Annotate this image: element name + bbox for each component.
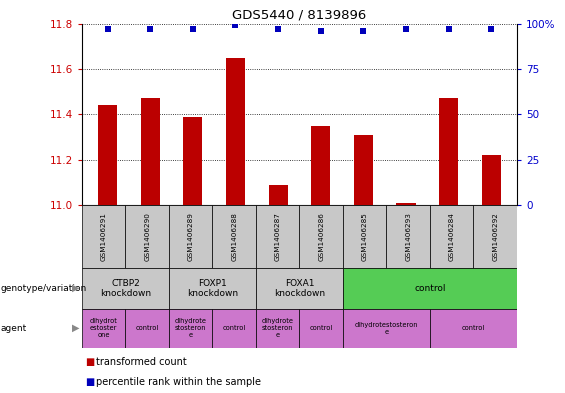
Text: GSM1406291: GSM1406291 [101,212,107,261]
Text: GSM1406285: GSM1406285 [362,212,368,261]
Text: dihydrot
estoster
one: dihydrot estoster one [90,318,118,338]
Bar [82,205,125,268]
Bar [299,309,343,348]
Point [103,26,112,32]
Bar [397,203,416,205]
Bar [125,309,169,348]
Bar [82,268,169,309]
Text: control: control [136,325,159,331]
Text: GSM1406293: GSM1406293 [405,212,411,261]
Title: GDS5440 / 8139896: GDS5440 / 8139896 [232,8,367,21]
Bar [343,309,430,348]
Text: control: control [310,325,333,331]
Bar [212,309,256,348]
Bar [169,268,256,309]
Text: control: control [462,325,485,331]
Point [487,26,496,32]
Bar [386,205,430,268]
Text: percentile rank within the sample: percentile rank within the sample [96,377,261,387]
Text: FOXA1
knockdown: FOXA1 knockdown [274,279,325,298]
Text: genotype/variation: genotype/variation [1,284,87,293]
Bar [226,58,245,205]
Bar [430,205,473,268]
Bar [473,205,517,268]
Bar [169,205,212,268]
Text: FOXP1
knockdown: FOXP1 knockdown [187,279,238,298]
Point [231,22,240,29]
Text: GSM1406284: GSM1406284 [449,212,455,261]
Text: agent: agent [1,324,27,332]
Text: GSM1406289: GSM1406289 [188,212,194,261]
Text: GSM1406292: GSM1406292 [492,212,498,261]
Bar [256,309,299,348]
Bar [256,205,299,268]
Text: control: control [414,284,446,293]
Text: dihydrote
stosteron
e: dihydrote stosteron e [175,318,207,338]
Text: ■: ■ [85,357,94,367]
Text: GSM1406288: GSM1406288 [231,212,237,261]
Text: dihydrote
stosteron
e: dihydrote stosteron e [262,318,294,338]
Bar [299,205,343,268]
Bar [212,205,256,268]
Bar [439,99,458,205]
Text: transformed count: transformed count [96,357,187,367]
Bar [169,309,212,348]
Point [273,26,282,32]
Bar [482,155,501,205]
Bar [125,205,169,268]
Bar [82,309,125,348]
Text: dihydrotestosteron
e: dihydrotestosteron e [355,321,418,335]
Bar [268,185,288,205]
Text: GSM1406290: GSM1406290 [144,212,150,261]
Bar [183,117,202,205]
Bar [141,99,160,205]
Bar [354,135,373,205]
Text: ▶: ▶ [72,323,79,333]
Bar [256,268,343,309]
Point [316,28,325,34]
Text: CTBP2
knockdown: CTBP2 knockdown [100,279,151,298]
Bar [98,105,117,205]
Point [444,26,453,32]
Text: control: control [223,325,246,331]
Bar [430,309,517,348]
Point [402,26,411,32]
Point [359,28,368,34]
Text: GSM1406287: GSM1406287 [275,212,281,261]
Point [188,26,197,32]
Point [146,26,155,32]
Bar [343,268,517,309]
Bar [343,205,386,268]
Text: ■: ■ [85,377,94,387]
Bar [311,126,331,205]
Text: ▶: ▶ [72,283,79,293]
Text: GSM1406286: GSM1406286 [318,212,324,261]
